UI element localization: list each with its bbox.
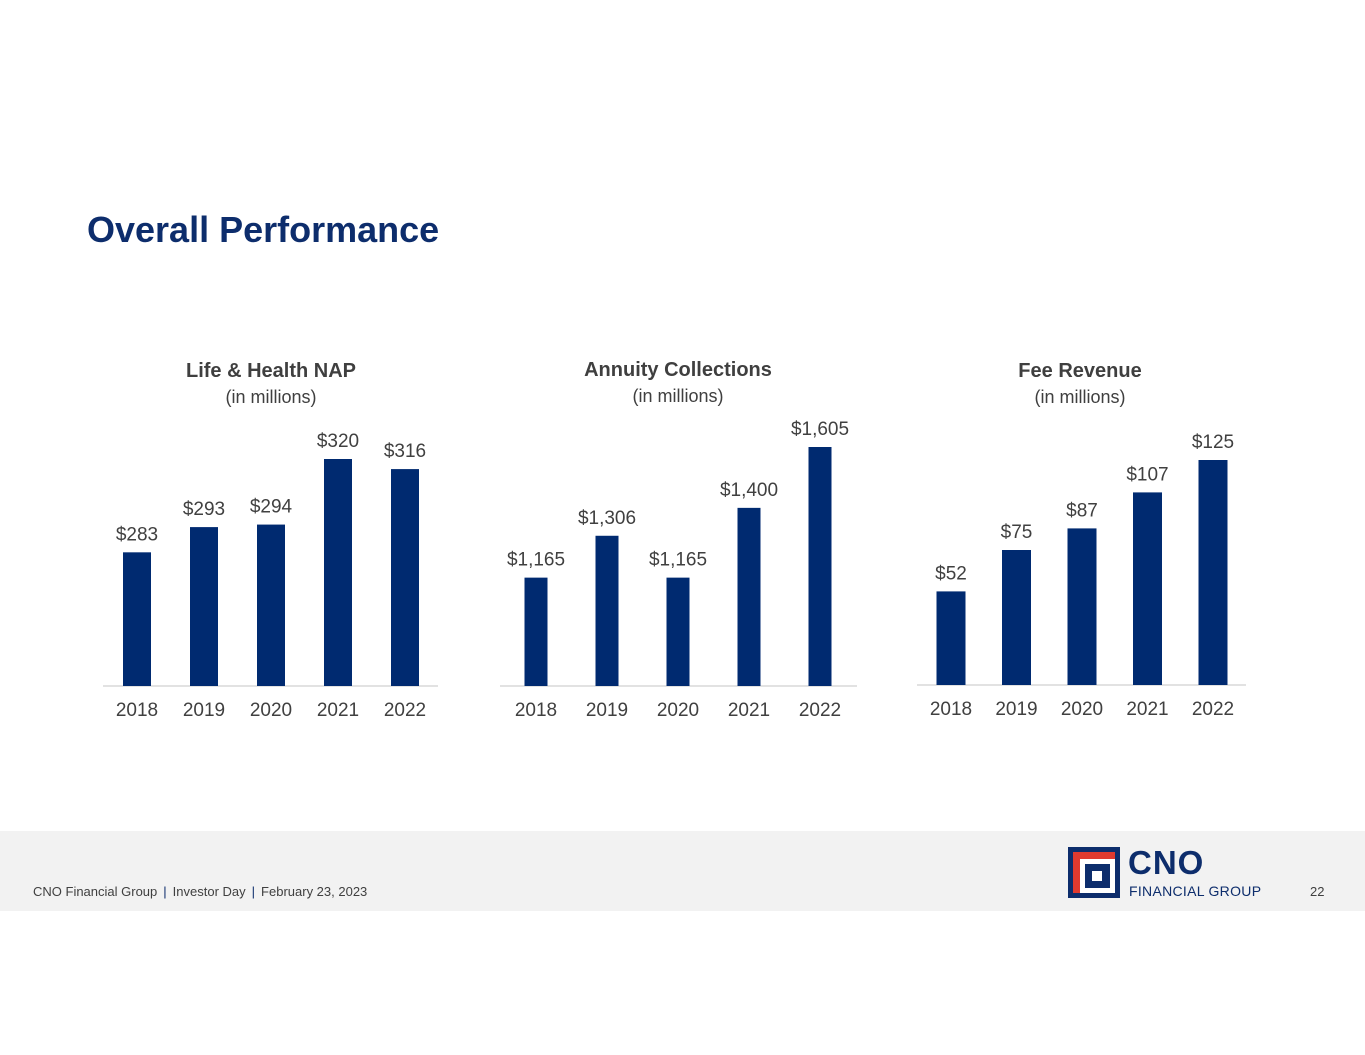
data-label: $316 <box>384 441 426 462</box>
bar-2019 <box>595 535 619 686</box>
data-label: $75 <box>1001 522 1033 543</box>
x-tick-label: 2018 <box>116 700 158 721</box>
x-tick-label: 2018 <box>515 700 557 721</box>
chart-heading-fee-revenue: Fee Revenue (in millions) <box>930 358 1230 410</box>
data-label: $125 <box>1192 432 1234 453</box>
x-tick-label: 2022 <box>799 700 841 721</box>
chart-title: Life & Health NAP <box>185 360 357 382</box>
bar-2022 <box>391 469 419 686</box>
x-tick-label: 2020 <box>1061 699 1103 720</box>
data-label: $1,605 <box>791 419 849 440</box>
data-label: $87 <box>1066 500 1098 521</box>
bar-2020 <box>1067 528 1097 685</box>
footer-date: February 23, 2023 <box>261 884 368 899</box>
bar-2019 <box>1002 550 1031 685</box>
x-tick-label: 2021 <box>317 700 359 721</box>
data-label: $1,165 <box>507 550 565 571</box>
data-label: $1,400 <box>720 480 778 501</box>
bar-2018 <box>123 552 151 686</box>
chart-subtitle: (in millions) <box>1034 387 1126 407</box>
x-tick-label: 2020 <box>657 700 699 721</box>
footer-company: CNO Financial Group <box>33 884 158 899</box>
data-label: $294 <box>250 497 293 518</box>
bar-2020 <box>257 524 285 686</box>
x-tick-label: 2022 <box>384 700 426 721</box>
logo-name: CNO <box>1128 844 1205 881</box>
data-label: $293 <box>183 499 225 520</box>
footer-separator: | <box>251 884 256 899</box>
footer-separator: | <box>163 884 167 899</box>
x-tick-label: 2019 <box>183 700 225 721</box>
cno-logo-icon <box>1068 847 1120 898</box>
life-health-nap-chart: $283 2018 $293 2019 $294 2020 $320 2021 $316 2022 <box>103 431 438 721</box>
logo-tagline: FINANCIAL GROUP <box>1129 883 1262 899</box>
x-tick-label: 2019 <box>995 699 1037 720</box>
bar-2022 <box>808 447 832 686</box>
data-label: $107 <box>1126 464 1168 485</box>
footer: CNO Financial Group | Investor Day | Februar… <box>0 831 1365 911</box>
bar-2020 <box>666 577 690 686</box>
x-tick-label: 2022 <box>1192 699 1234 720</box>
footer-info: CNO Financial Group | Investor Day | Februar… <box>33 884 367 899</box>
data-label: $283 <box>116 524 158 545</box>
bar-2021 <box>324 459 352 686</box>
bar-2021 <box>737 507 761 686</box>
bar-2018 <box>936 591 966 685</box>
chart-title: Annuity Collections <box>584 359 772 381</box>
x-tick-label: 2021 <box>1126 699 1168 720</box>
annuity-collections-chart: $1,165 2018 $1,306 2019 $1,165 2020 $1,400 2021… <box>500 419 857 721</box>
x-tick-label: 2018 <box>930 699 972 720</box>
bar-2021 <box>1133 492 1162 685</box>
x-tick-label: 2021 <box>728 700 770 721</box>
chart-subtitle: (in millions) <box>225 387 317 407</box>
chart-title: Fee Revenue <box>1018 360 1142 382</box>
chart-heading-life-health: Life & Health NAP (in millions) <box>121 358 421 410</box>
data-label: $320 <box>317 431 359 452</box>
data-label: $1,165 <box>649 550 707 571</box>
bar-2022 <box>1198 460 1228 685</box>
charts-canvas: $283 2018 $293 2019 $294 2020 $320 2021 $316 2022… <box>103 419 1246 721</box>
page-title: Overall Performance <box>87 209 440 250</box>
cno-logo: CNO FINANCIAL GROUP <box>1068 844 1278 899</box>
chart-subtitle: (in millions) <box>632 386 724 406</box>
data-label: $1,306 <box>578 508 636 529</box>
footer-event: Investor Day <box>172 884 246 899</box>
data-label: $52 <box>935 563 967 584</box>
chart-heading-annuity: Annuity Collections (in millions) <box>528 357 828 409</box>
bar-2019 <box>190 527 218 686</box>
x-tick-label: 2020 <box>250 700 292 721</box>
fee-revenue-chart: $52 2018 $75 2019 $87 2020 $107 2021 $125 2022 <box>917 432 1246 720</box>
page-number: 22 <box>1310 884 1325 899</box>
bar-2018 <box>524 577 548 686</box>
x-tick-label: 2019 <box>586 700 628 721</box>
